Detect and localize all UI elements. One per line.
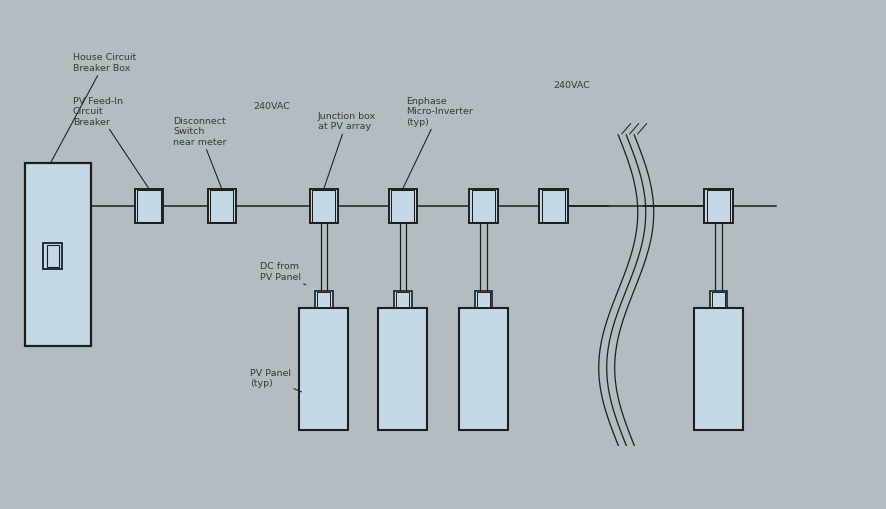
Bar [459, 308, 508, 430]
Bar [694, 308, 742, 430]
Bar [706, 190, 729, 222]
Text: PV Feed-In
Circuit
Breaker: PV Feed-In Circuit Breaker [73, 97, 149, 189]
Bar [393, 291, 411, 308]
Bar [474, 291, 492, 308]
Text: DC from
PV Panel: DC from PV Panel [260, 262, 306, 285]
Bar [391, 190, 414, 222]
Bar [539, 189, 567, 223]
Bar [395, 292, 409, 307]
Text: Junction box
at PV array: Junction box at PV array [317, 112, 376, 189]
Bar [137, 190, 160, 222]
Text: 240VAC: 240VAC [253, 102, 291, 111]
Bar [315, 291, 332, 308]
Text: 240VAC: 240VAC [553, 81, 590, 91]
Bar [541, 190, 564, 222]
Bar [471, 190, 494, 222]
Bar [43, 243, 62, 269]
Text: PV Panel
(typ): PV Panel (typ) [250, 369, 301, 392]
Bar [312, 190, 335, 222]
Bar [309, 189, 338, 223]
Bar [25, 163, 91, 346]
Bar [47, 245, 58, 267]
Text: House Circuit
Breaker Box: House Circuit Breaker Box [51, 53, 136, 163]
Bar [703, 189, 732, 223]
Bar [207, 189, 236, 223]
Bar [388, 189, 416, 223]
Bar [477, 292, 489, 307]
Bar [299, 308, 347, 430]
Text: Enphase
Micro-Inverter
(typ): Enphase Micro-Inverter (typ) [402, 97, 472, 189]
Bar [135, 189, 163, 223]
Bar [469, 189, 497, 223]
Text: Disconnect
Switch
near meter: Disconnect Switch near meter [173, 117, 226, 189]
Bar [317, 292, 330, 307]
Bar [210, 190, 233, 222]
Bar [377, 308, 427, 430]
Bar [711, 292, 725, 307]
Bar [709, 291, 727, 308]
